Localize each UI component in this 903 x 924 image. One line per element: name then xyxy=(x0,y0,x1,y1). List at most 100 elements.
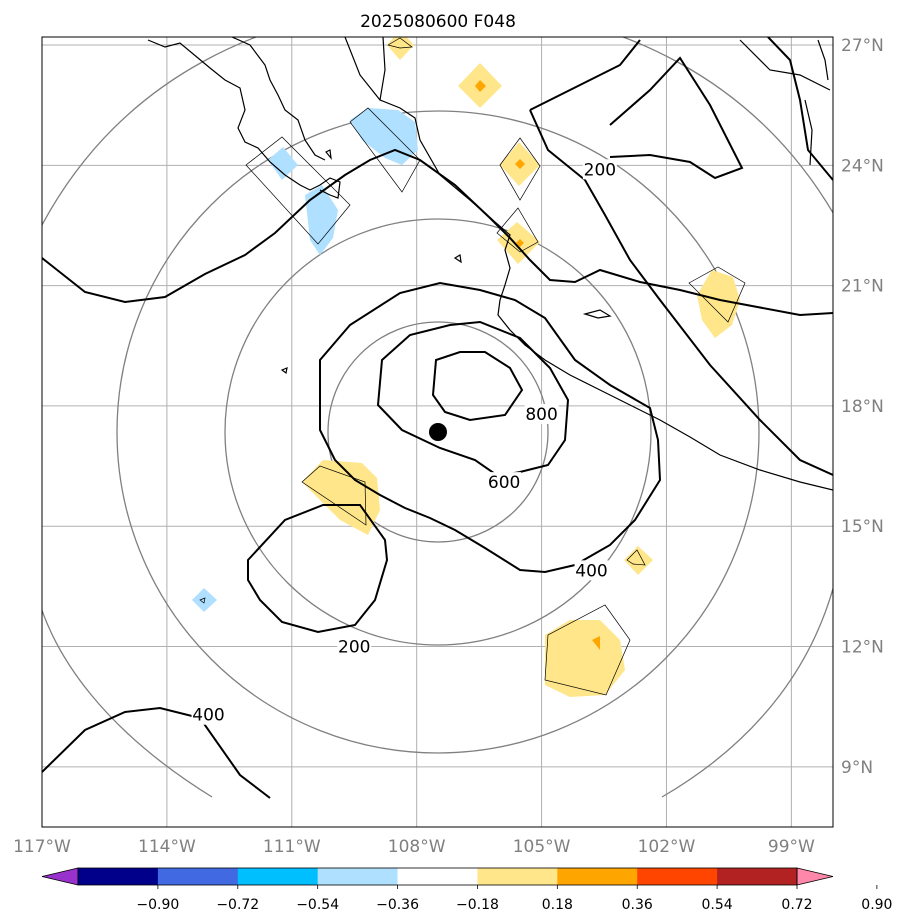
svg-text:200: 200 xyxy=(584,160,616,180)
colorbar-bin xyxy=(557,868,638,885)
contour-label: 200 xyxy=(337,636,372,658)
shade-positive xyxy=(697,270,740,338)
lon-tick-label: 102°W xyxy=(638,837,696,857)
gulf-coast xyxy=(379,37,386,101)
colorbar-tick-label: −0.54 xyxy=(296,897,339,913)
lat-tick-label: 15°N xyxy=(841,517,884,537)
contour-200 xyxy=(529,39,641,111)
range-ring xyxy=(42,37,833,226)
lon-tick-label: 117°W xyxy=(13,837,71,857)
svg-text:400: 400 xyxy=(575,561,607,581)
east-coast xyxy=(739,39,831,91)
shade-negative xyxy=(350,108,418,165)
contour-200 xyxy=(247,504,389,634)
colorbar-extend-min xyxy=(41,867,79,886)
shade-orange xyxy=(475,80,486,92)
shade-positive xyxy=(624,546,653,575)
contour-label: 400 xyxy=(191,704,226,726)
mainland-coast xyxy=(344,37,833,491)
island xyxy=(325,149,332,160)
colorbar: −0.90 −0.72 −0.54 −0.36 −0.18 0.18 0.36 0.54 0.7… xyxy=(41,867,892,913)
contour-label: 600 xyxy=(487,472,522,493)
baja-coast xyxy=(147,39,341,199)
thin-contours xyxy=(199,37,746,696)
colorbar-frame xyxy=(77,867,798,886)
lon-tick-label: 108°W xyxy=(388,837,446,857)
colorbar-tick-label: 0.90 xyxy=(861,897,892,913)
colorbar-tick-label: 0.18 xyxy=(542,897,573,913)
map-title: 2025080600 F048 xyxy=(360,12,516,32)
island xyxy=(453,254,462,264)
lon-tick-label: 99°W xyxy=(768,837,815,857)
shade-orange xyxy=(515,159,525,169)
graticule xyxy=(42,37,833,827)
baja-inner xyxy=(231,37,326,161)
contour-400 xyxy=(319,281,662,574)
contour-labels: 200 800 600 400 200 400 xyxy=(191,159,617,726)
map-area: 200 800 600 400 200 400 xyxy=(42,37,833,827)
colorbar-bin xyxy=(477,868,558,885)
colorbar-bin xyxy=(637,868,718,885)
svg-text:800: 800 xyxy=(525,405,557,425)
range-ring xyxy=(116,110,760,754)
contour-400 xyxy=(42,706,271,799)
colorbar-bin xyxy=(237,868,319,885)
colorbar-bin xyxy=(317,868,399,885)
colorbar-bin xyxy=(157,868,239,885)
svg-text:200: 200 xyxy=(338,638,370,658)
range-ring xyxy=(661,585,833,798)
range-ring xyxy=(42,608,213,798)
lat-tick-label: 12°N xyxy=(841,638,884,658)
island xyxy=(582,309,612,319)
shade-orange xyxy=(516,239,524,247)
coastlines xyxy=(147,37,833,491)
lon-tick-label: 114°W xyxy=(138,837,196,857)
colorbar-bin xyxy=(717,868,798,885)
lat-tick-label: 9°N xyxy=(841,758,873,778)
contour-label: 800 xyxy=(524,403,559,425)
thick-contours xyxy=(42,37,833,799)
lon-tick-label: 111°W xyxy=(263,837,321,857)
colorbar-bin xyxy=(397,868,478,885)
contour-200 xyxy=(767,37,833,181)
shade-positive xyxy=(545,620,625,697)
shade-orange xyxy=(592,636,600,650)
storm-center-marker xyxy=(429,423,447,441)
colorbar-tick-label: 0.36 xyxy=(622,897,653,913)
colorbar-tick-label: −0.36 xyxy=(376,897,419,913)
island xyxy=(280,367,288,375)
contour-600 xyxy=(376,320,570,478)
range-ring xyxy=(224,218,652,646)
contour-200 xyxy=(609,56,744,180)
colorbar-extend-max xyxy=(796,867,834,886)
contour-800 xyxy=(431,351,524,422)
colorbar-tick-label: −0.18 xyxy=(456,897,499,913)
shade-positive xyxy=(302,460,380,535)
lat-tick-label: 18°N xyxy=(841,397,884,417)
range-ring xyxy=(327,321,549,543)
colorbar-tick-label: −0.90 xyxy=(136,897,179,913)
svg-text:600: 600 xyxy=(488,473,520,493)
colorbar-tick-label: 0.54 xyxy=(702,897,733,913)
range-rings xyxy=(42,37,833,798)
shaded-areas xyxy=(192,37,740,697)
longitude-labels: 117°W 114°W 111°W 108°W 105°W 102°W 99°W xyxy=(13,837,815,857)
latitude-labels: 27°N 24°N 21°N 18°N 15°N 12°N 9°N xyxy=(841,36,884,778)
shade-negative xyxy=(305,185,338,255)
shade-negative xyxy=(268,147,298,180)
contour-label: 200 xyxy=(582,159,617,180)
colorbar-tick-label: 0.72 xyxy=(781,897,812,913)
shade-positive xyxy=(387,37,414,60)
colorbar-bin xyxy=(78,868,159,885)
lat-tick-label: 21°N xyxy=(841,277,884,297)
lat-tick-label: 24°N xyxy=(841,156,884,176)
lat-tick-label: 27°N xyxy=(841,36,884,56)
colorbar-tick-label: −0.72 xyxy=(216,897,259,913)
contour-200 xyxy=(529,109,833,476)
contour-label: 400 xyxy=(574,560,609,581)
map-frame xyxy=(41,36,834,828)
east-coast xyxy=(817,39,829,81)
svg-text:400: 400 xyxy=(192,706,224,726)
lon-tick-label: 105°W xyxy=(513,837,571,857)
